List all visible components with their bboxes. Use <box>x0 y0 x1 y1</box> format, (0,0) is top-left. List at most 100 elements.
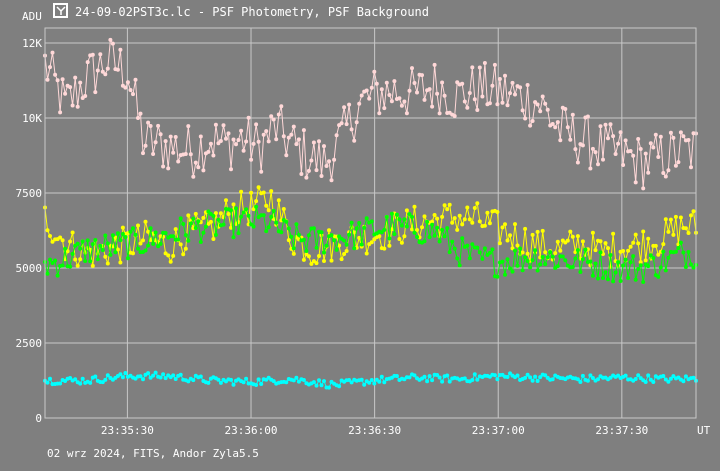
data-point-pink <box>643 151 648 156</box>
data-point-yellow <box>412 204 417 209</box>
data-point-pink <box>653 132 658 137</box>
data-point-pink <box>480 94 485 99</box>
data-point-cyan <box>646 373 651 378</box>
data-point-green <box>618 279 623 283</box>
data-point-green <box>508 266 512 271</box>
data-point-green <box>304 249 309 253</box>
data-point-yellow <box>201 215 206 220</box>
data-point-cyan <box>550 377 555 382</box>
data-point-pink <box>477 65 482 70</box>
data-point-yellow <box>404 208 409 213</box>
data-point-yellow <box>70 230 75 235</box>
data-point-green <box>110 233 115 238</box>
data-point-pink <box>55 78 60 83</box>
data-point-green <box>319 230 324 235</box>
data-point-pink <box>588 166 593 171</box>
data-point-pink <box>317 139 321 144</box>
data-point-green <box>480 256 485 261</box>
data-point-pink <box>208 141 213 146</box>
data-point-green <box>359 242 364 247</box>
data-point-cyan <box>105 373 110 378</box>
data-point-green <box>201 230 206 235</box>
data-point-yellow <box>131 251 135 256</box>
data-point-pink <box>601 157 605 162</box>
data-point-green <box>392 232 397 237</box>
data-point-pink <box>689 165 693 170</box>
data-point-pink <box>377 111 382 116</box>
data-point-yellow <box>523 226 528 231</box>
data-point-yellow <box>410 227 414 232</box>
data-point-green <box>85 238 90 243</box>
data-point-pink <box>148 124 153 128</box>
data-point-green <box>352 246 357 251</box>
data-point-pink <box>470 65 475 70</box>
data-point-cyan <box>440 379 445 384</box>
data-point-cyan <box>294 375 299 380</box>
data-point-cyan <box>447 379 452 384</box>
data-point-yellow <box>369 240 374 245</box>
data-point-yellow <box>211 237 216 241</box>
data-point-green <box>407 212 412 217</box>
data-point-cyan <box>362 382 367 387</box>
data-point-cyan <box>580 373 585 378</box>
data-point-green <box>354 226 359 231</box>
data-point-cyan <box>367 380 372 385</box>
data-point-pink <box>646 170 651 175</box>
data-point-cyan <box>575 377 580 382</box>
data-point-pink <box>93 90 98 95</box>
data-point-pink <box>354 120 359 125</box>
data-point-cyan <box>683 374 688 379</box>
data-point-cyan <box>161 372 166 377</box>
data-point-cyan <box>216 377 221 382</box>
data-point-green <box>364 216 369 221</box>
data-point-green <box>188 221 193 226</box>
data-point-cyan <box>327 385 331 390</box>
data-point-pink <box>151 152 156 156</box>
data-point-pink <box>50 50 55 55</box>
data-point-yellow <box>513 222 517 227</box>
data-point-pink <box>422 97 427 102</box>
data-point-cyan <box>198 374 203 379</box>
data-point-pink <box>641 186 646 191</box>
data-point-green <box>686 250 691 254</box>
data-point-pink <box>314 168 319 173</box>
data-point-green <box>203 224 208 229</box>
data-point-green <box>477 250 482 255</box>
data-point-pink <box>382 106 387 111</box>
data-point-green <box>470 242 475 247</box>
data-point-pink <box>523 116 528 121</box>
data-point-green <box>382 227 387 232</box>
data-point-cyan <box>58 381 63 386</box>
data-point-cyan <box>588 373 593 378</box>
data-point-pink <box>598 124 603 129</box>
data-point-cyan <box>462 376 467 381</box>
data-point-pink <box>304 175 309 180</box>
y-tick-label: 10K <box>22 112 42 125</box>
data-point-pink <box>176 159 181 164</box>
data-point-pink <box>543 101 548 106</box>
data-point-cyan <box>430 378 435 383</box>
data-point-green <box>402 217 407 222</box>
data-point-pink <box>681 134 686 139</box>
data-point-green <box>425 219 430 224</box>
data-point-green <box>676 246 681 250</box>
data-point-pink <box>593 150 598 155</box>
data-point-cyan <box>120 375 125 380</box>
data-point-green <box>294 222 299 227</box>
data-point-pink <box>171 150 176 155</box>
y-tick-label: 12K <box>22 37 42 50</box>
data-point-yellow <box>301 257 306 262</box>
data-point-pink <box>231 137 236 142</box>
data-point-pink <box>374 81 379 86</box>
data-point-cyan <box>218 380 223 385</box>
data-point-green <box>163 231 168 235</box>
data-point-green <box>631 254 636 259</box>
data-point-pink <box>658 134 663 139</box>
data-point-green <box>156 244 161 249</box>
data-point-yellow <box>286 238 291 243</box>
data-point-yellow <box>75 263 80 268</box>
data-point-green <box>641 280 646 284</box>
data-point-pink <box>558 138 563 143</box>
data-point-yellow <box>239 189 244 194</box>
data-point-green <box>487 250 492 255</box>
